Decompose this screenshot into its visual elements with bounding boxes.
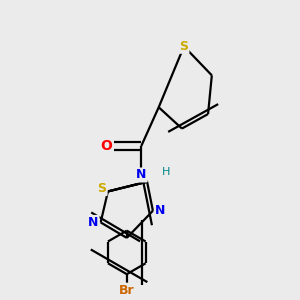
Text: N: N bbox=[136, 169, 146, 182]
Text: N: N bbox=[88, 216, 99, 229]
Text: O: O bbox=[100, 139, 112, 153]
Text: S: S bbox=[98, 182, 106, 195]
Text: Br: Br bbox=[119, 284, 135, 297]
Text: S: S bbox=[179, 40, 188, 53]
Text: H: H bbox=[162, 167, 170, 177]
Text: N: N bbox=[155, 204, 165, 217]
